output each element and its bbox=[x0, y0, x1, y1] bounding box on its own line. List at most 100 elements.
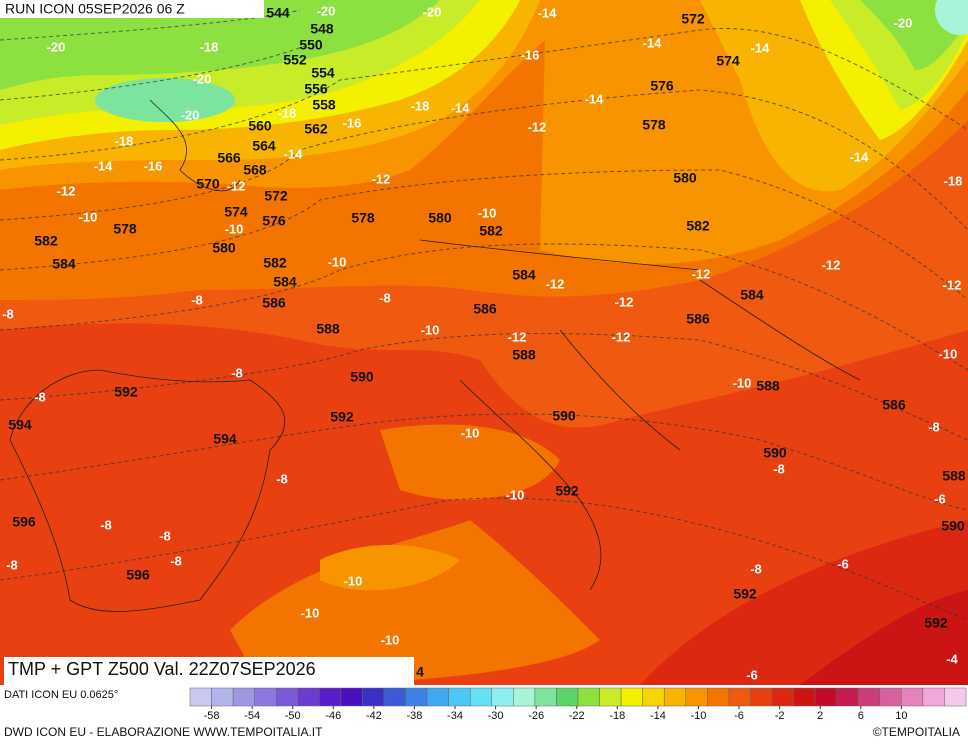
height-label: 582 bbox=[34, 233, 58, 249]
colorbar-swatch bbox=[836, 687, 859, 707]
run-label: RUN ICON 05SEP2026 06 Z bbox=[5, 1, 185, 17]
temperature-label: -12 bbox=[546, 276, 565, 291]
height-label: 596 bbox=[126, 567, 150, 583]
colorbar-tick-label: -22 bbox=[569, 710, 585, 722]
colorbar-swatch bbox=[189, 687, 212, 707]
height-label: 566 bbox=[217, 150, 241, 166]
colorbar-swatch bbox=[383, 687, 406, 707]
height-label: 560 bbox=[248, 118, 272, 134]
height-label: 588 bbox=[756, 378, 780, 394]
colorbar-swatch bbox=[620, 687, 643, 707]
temperature-label: -14 bbox=[451, 100, 471, 115]
height-label: 580 bbox=[673, 170, 697, 186]
temperature-label: -12 bbox=[227, 178, 246, 193]
temperature-label: -20 bbox=[181, 107, 200, 122]
height-label: 554 bbox=[311, 65, 335, 81]
colorbar-swatch bbox=[663, 687, 687, 707]
height-label: 596 bbox=[12, 514, 36, 530]
temperature-label: -8 bbox=[159, 528, 171, 543]
temperature-label: -14 bbox=[850, 149, 870, 164]
height-label: 586 bbox=[473, 301, 497, 317]
height-label: 552 bbox=[283, 52, 307, 68]
height-label: 582 bbox=[479, 223, 503, 239]
colorbar-tick-label: -46 bbox=[325, 710, 341, 722]
temperature-label: -20 bbox=[423, 4, 442, 19]
temperature-label: -6 bbox=[746, 667, 758, 682]
colorbar-tick-label: -6 bbox=[734, 710, 744, 722]
map-title: TMP + GPT Z500 Val. 22Z07SEP2026 bbox=[8, 659, 316, 679]
temperature-label: -12 bbox=[528, 119, 547, 134]
height-label: 562 bbox=[304, 121, 328, 137]
height-label: 592 bbox=[924, 615, 948, 631]
height-label: 570 bbox=[196, 176, 220, 192]
height-label: 594 bbox=[8, 417, 32, 433]
credit: DWD ICON EU - ELABORAZIONE WWW.TEMPOITAL… bbox=[4, 725, 323, 739]
temperature-label: -8 bbox=[170, 553, 182, 568]
temperature-label: -12 bbox=[57, 183, 76, 198]
temperature-label: -8 bbox=[34, 389, 46, 404]
data-source: DATI ICON EU 0.0625° bbox=[4, 689, 118, 701]
temperature-label: -18 bbox=[115, 133, 134, 148]
temperature-label: -16 bbox=[343, 115, 362, 130]
colorbar-swatch bbox=[901, 687, 924, 707]
temperature-label: -18 bbox=[944, 173, 963, 188]
height-label: 580 bbox=[428, 210, 452, 226]
colorbar-tick-label: -2 bbox=[775, 710, 785, 722]
height-label: 586 bbox=[686, 311, 710, 327]
colorbar-tick-label: -18 bbox=[609, 710, 625, 722]
height-label: 548 bbox=[310, 21, 334, 37]
height-label: 586 bbox=[882, 397, 906, 413]
temperature-label: -12 bbox=[692, 266, 711, 281]
temperature-label: -10 bbox=[461, 425, 480, 440]
temperature-label: -12 bbox=[372, 171, 391, 186]
colorbar-swatch bbox=[340, 687, 363, 707]
temperature-label: -16 bbox=[144, 158, 163, 173]
colorbar-tick-label: -38 bbox=[406, 710, 422, 722]
temperature-label: -14 bbox=[284, 146, 304, 161]
colorbar-swatch bbox=[857, 687, 881, 707]
temperature-label: -8 bbox=[379, 290, 391, 305]
temperature-label: -14 bbox=[643, 35, 663, 50]
brand: ©TEMPOITALIA bbox=[873, 725, 960, 739]
temperature-label: -10 bbox=[344, 573, 363, 588]
temperature-label: -8 bbox=[6, 557, 18, 572]
height-label: 576 bbox=[650, 78, 674, 94]
height-label: 580 bbox=[212, 240, 236, 256]
temperature-label: -10 bbox=[381, 632, 400, 647]
height-label: 590 bbox=[941, 518, 965, 534]
height-label: 578 bbox=[351, 210, 375, 226]
colorbar-swatch bbox=[426, 687, 449, 707]
height-label: 590 bbox=[350, 369, 374, 385]
colorbar-swatch bbox=[879, 687, 902, 707]
temperature-label: -10 bbox=[421, 322, 440, 337]
temperature-label: -10 bbox=[939, 346, 958, 361]
run-box bbox=[0, 0, 264, 18]
height-label: 592 bbox=[114, 384, 138, 400]
colorbar-swatch bbox=[275, 687, 299, 707]
colorbar: -58 -54 -50 -46 -42 -38 -34 -30 -26 -22 -18 -14 -10-… bbox=[189, 687, 967, 722]
height-label: 578 bbox=[642, 117, 666, 133]
height-label: 594 bbox=[213, 431, 237, 447]
height-label: 586 bbox=[262, 295, 286, 311]
temperature-label: -8 bbox=[750, 561, 762, 576]
colorbar-swatch bbox=[469, 687, 493, 707]
colorbar-swatch bbox=[793, 687, 816, 707]
coastlines bbox=[9, 99, 861, 612]
temperature-label: -12 bbox=[508, 329, 527, 344]
height-label: 582 bbox=[263, 255, 287, 271]
temperature-label: -8 bbox=[2, 306, 14, 321]
colorbar-swatch bbox=[922, 687, 945, 707]
temperature-label: -6 bbox=[837, 556, 849, 571]
height-label: 568 bbox=[243, 162, 267, 178]
height-label: 578 bbox=[113, 221, 137, 237]
temperature-label: -8 bbox=[100, 517, 112, 532]
height-label: 588 bbox=[512, 347, 536, 363]
colorbar-swatch bbox=[448, 687, 471, 707]
colorbar-swatch bbox=[577, 687, 600, 707]
colorbar-tick-label: 10 bbox=[895, 710, 907, 722]
height-label: 574 bbox=[716, 53, 740, 69]
colorbar-tick-label: -54 bbox=[244, 710, 260, 722]
height-label: 584 bbox=[512, 267, 536, 283]
height-label: 588 bbox=[316, 321, 340, 337]
height-label: 590 bbox=[763, 445, 787, 461]
